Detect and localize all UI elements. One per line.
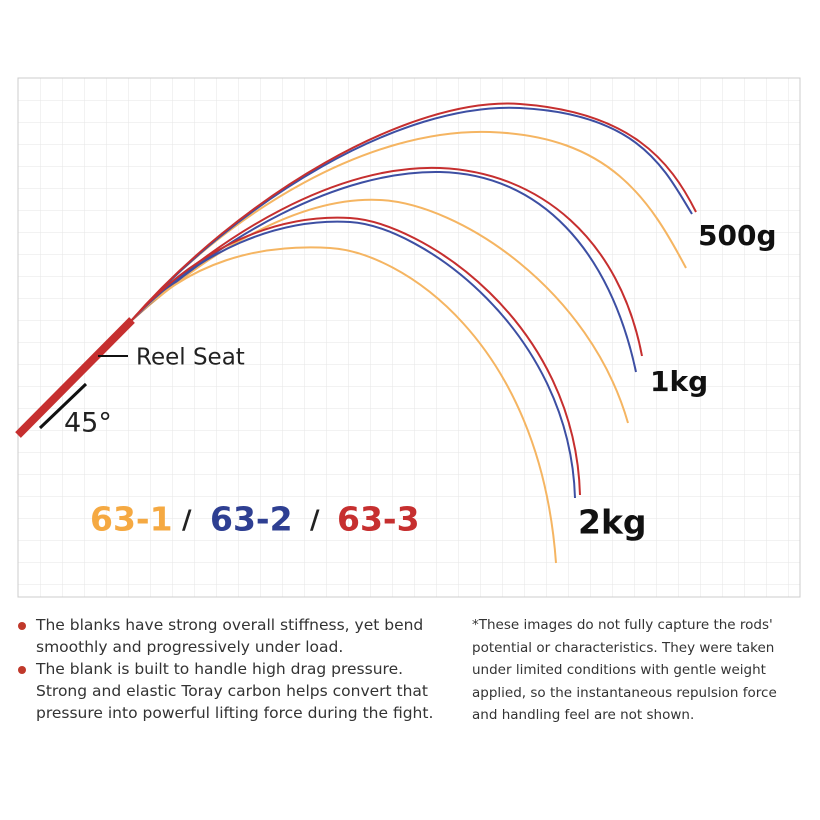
model-label: 63-3 xyxy=(337,500,420,539)
curve-63-1-500g xyxy=(129,130,687,323)
curve-63-3-1kg xyxy=(129,166,643,357)
grid-panel xyxy=(17,77,801,598)
separator: / xyxy=(182,506,192,536)
curve-63-1-2kg xyxy=(129,246,557,564)
line: The blank is built to handle high drag p… xyxy=(36,660,404,678)
rod-curves xyxy=(129,102,697,564)
angle-label: 45° xyxy=(64,408,112,439)
curve-63-3-2kg xyxy=(129,216,581,496)
curve-63-2-500g xyxy=(129,106,693,323)
line: The blanks have strong overall stiffness… xyxy=(36,616,424,634)
footnote: *These images do not fully capture the r… xyxy=(472,614,812,727)
load-label: 2kg xyxy=(578,503,647,542)
separator: / xyxy=(310,506,320,536)
line: under limited conditions with gentle wei… xyxy=(472,662,766,678)
bullet: The blank is built to handle high drag p… xyxy=(18,658,458,724)
diagram: Reel Seat 45° 500g 1kg 2kg 63-1 / 63-2 /… xyxy=(15,77,801,598)
load-label: 500g xyxy=(698,219,777,252)
line: applied, so the instantaneous repulsion … xyxy=(472,684,777,701)
bullet-list: The blanks have strong overall stiffness… xyxy=(18,614,458,724)
reel-seat-label: Reel Seat xyxy=(136,345,245,371)
line: and handling feel are not shown. xyxy=(472,707,695,723)
line: Strong and elastic Toray carbon helps co… xyxy=(36,682,429,700)
model-label: 63-2 xyxy=(210,500,293,539)
bullet: The blanks have strong overall stiffness… xyxy=(18,614,458,658)
curve-63-2-2kg xyxy=(129,220,576,499)
angle-line xyxy=(38,382,88,430)
line: *These images do not fully capture the r… xyxy=(472,617,773,633)
line: potential or characteristics. They were … xyxy=(472,639,775,656)
line: pressure into powerful lifting force dur… xyxy=(36,704,434,722)
curve-63-3-500g xyxy=(129,102,697,323)
load-label: 1kg xyxy=(650,365,708,398)
line: smoothly and progressively under load. xyxy=(36,638,344,656)
rod-butt xyxy=(15,317,135,438)
model-label: 63-1 xyxy=(90,500,173,539)
